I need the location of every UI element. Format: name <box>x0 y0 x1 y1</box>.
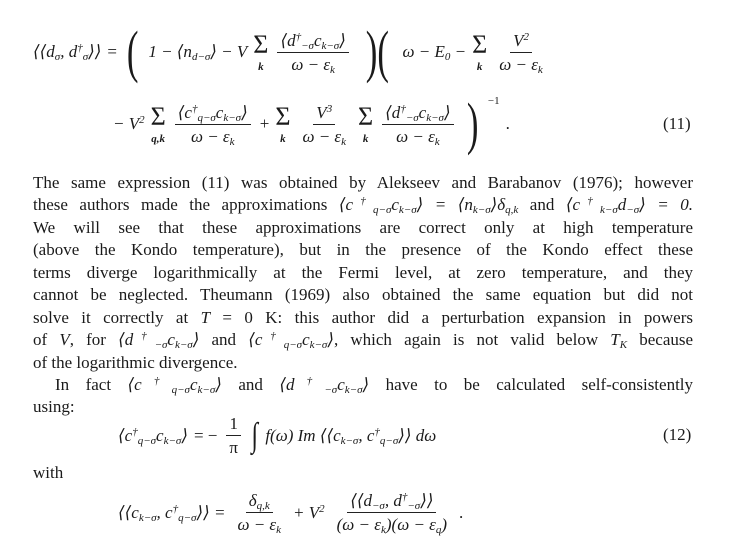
eq12-lhs: ⟨c†q−σck−σ⟩ <box>118 425 188 447</box>
sum-symbol: Σ <box>275 102 291 131</box>
numerator: δq,k <box>245 491 273 513</box>
eq11-equals: = <box>107 42 117 61</box>
text: of <box>33 330 60 349</box>
text-line: solve it correctly at T = 0 K: this auth… <box>33 307 693 329</box>
equation-13: ⟨⟨ck−σ, c†q−σ⟩⟩ = δq,k ω − εk + V2 ⟨⟨d−σ,… <box>118 491 464 536</box>
sum-index: k <box>476 61 483 73</box>
inline-math: TK <box>610 330 628 351</box>
sum-symbol: Σ <box>358 102 374 131</box>
denominator: ω − εk <box>499 54 543 76</box>
text: because <box>627 330 694 349</box>
eq13-plus: + V2 <box>293 502 325 522</box>
sum-index: q,k <box>151 133 166 145</box>
inline-math: ⟨c†k−σd−σ⟩ = 0. <box>565 195 693 216</box>
text-line: We will see that these approximations ar… <box>33 218 693 237</box>
eq11-fraction-2: V2 ω − εk <box>496 31 546 76</box>
text: and <box>199 330 249 349</box>
text: In fact <box>55 375 128 394</box>
eq13-fraction-2: ⟨⟨d−σ, d†−σ⟩⟩ (ω − εk)(ω − εq) <box>334 491 450 536</box>
eq11-close-paren: ) <box>466 91 479 156</box>
text: these authors made the approximations <box>33 195 339 214</box>
text-line: In fact ⟨c†q−σck−σ⟩ and ⟨d†−σck−σ⟩ have … <box>55 374 693 396</box>
inline-math: ⟨c†q−σck−σ⟩ = ⟨nk−σ⟩δq,k <box>338 195 519 216</box>
inline-math: ⟨d†−σck−σ⟩ <box>118 330 200 351</box>
numerator: V2 <box>510 31 532 53</box>
eq11-term2: ω − E0 − <box>402 42 467 63</box>
denominator: (ω − εk)(ω − εq) <box>336 515 448 536</box>
integral-sign: ∫ <box>251 416 258 454</box>
denominator: ω − εk <box>291 54 335 76</box>
sum-index: k <box>362 133 369 145</box>
eq11-open-paren: ( <box>126 19 139 84</box>
eq13-period: . <box>459 502 464 522</box>
inline-math: ⟨c†q−σck−σ⟩ <box>248 330 334 351</box>
equation-number-11: (11) <box>663 114 691 133</box>
sum-symbol: Σ <box>253 30 269 59</box>
eq11-fraction-4: V3 ω − εk <box>299 103 349 148</box>
text: have to be calculated self-consistently <box>369 375 694 394</box>
text: and <box>221 375 280 394</box>
numerator: ⟨d†−σck−σ⟩ <box>277 31 349 53</box>
text: , for <box>69 330 119 349</box>
numerator: ⟨d†−σck−σ⟩ <box>382 103 454 125</box>
sum-index: k <box>258 61 264 73</box>
sum-symbol: Σ <box>150 102 166 131</box>
text-line: using: <box>33 397 75 416</box>
denominator: ω − εk <box>396 126 440 148</box>
eq12-equals: = − <box>193 425 218 445</box>
eq13-fraction-1: δq,k ω − εk <box>234 491 284 536</box>
numerator: V3 <box>313 103 336 125</box>
eq12-integrand: f(ω) Im ⟨⟨ck−σ, c†q−σ⟩⟩ dω <box>265 425 437 447</box>
sum-symbol: Σ <box>472 30 488 59</box>
text-line: with <box>33 463 64 482</box>
inline-math: V <box>59 330 70 349</box>
eq11-fraction-5: ⟨d†−σck−σ⟩ ω − εk <box>382 103 454 148</box>
sum-index: k <box>280 133 286 145</box>
inline-math: T <box>200 308 211 327</box>
eq11-fraction-3: ⟨c†q−σck−σ⟩ ω − εk <box>174 103 251 148</box>
numerator: ⟨⟨d−σ, d†−σ⟩⟩ <box>347 491 437 513</box>
inline-math: ⟨d†−σck−σ⟩ <box>279 375 370 396</box>
eq11-lhs: ⟨⟨dσ, d†σ⟩⟩ <box>33 42 102 63</box>
denominator: ω − εk <box>237 515 282 536</box>
numerator: ⟨c†q−σck−σ⟩ <box>174 103 251 125</box>
eq13-lhs: ⟨⟨ck−σ, c†q−σ⟩⟩ = <box>118 502 226 524</box>
text-line: of V, for ⟨d†−σck−σ⟩ and ⟨c†q−σck−σ⟩, wh… <box>33 329 693 351</box>
inline-math: ⟨c†q−σck−σ⟩ <box>127 375 222 396</box>
eq11-power: −1 <box>487 95 500 107</box>
denominator: ω − εk <box>190 126 235 148</box>
text: and <box>518 195 566 214</box>
denominator: π <box>229 438 238 457</box>
text: , which again is not valid below <box>333 330 611 349</box>
text: solve it correctly at <box>33 308 201 327</box>
eq11-row2-start: − V2 <box>113 114 145 133</box>
text-line: (above the Kondo temperature), but in th… <box>33 240 693 259</box>
text-line: these authors made the approximations ⟨c… <box>33 194 693 216</box>
eq11-mid-parens: )( <box>365 19 389 84</box>
text-line: of the logarithmic divergence. <box>33 353 238 372</box>
text-line: terms diverge logarithmically at the Fer… <box>33 263 693 282</box>
eq11-term1: 1 − ⟨nd−σ⟩ − V <box>148 42 248 63</box>
text-line: The same expression (11) was obtained by… <box>33 173 693 192</box>
numerator: 1 <box>226 414 241 436</box>
eq11-plus: + <box>259 114 270 133</box>
text-line: cannot be neglected. Theumann (1969) als… <box>33 285 693 304</box>
text: = 0 K: this author did a perturbation ex… <box>210 308 693 327</box>
equation-number-12: (12) <box>663 425 692 444</box>
eq11-period: . <box>505 114 510 133</box>
denominator: ω − εk <box>302 126 347 148</box>
eq11-fraction-1: ⟨d†−σck−σ⟩ ω − εk <box>277 31 349 76</box>
